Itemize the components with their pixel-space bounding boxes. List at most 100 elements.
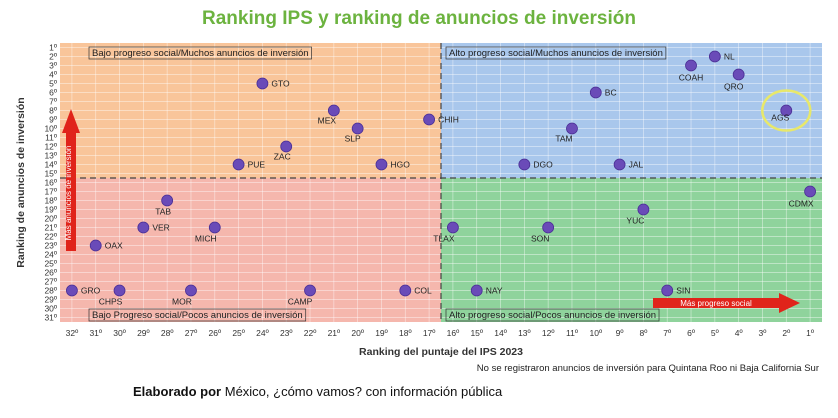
data-point bbox=[351, 122, 364, 135]
y-tick-label: 31º bbox=[44, 313, 57, 323]
x-tick-label: 22º bbox=[304, 328, 317, 338]
data-point bbox=[232, 158, 245, 171]
data-point bbox=[804, 185, 816, 198]
data-point bbox=[66, 284, 78, 297]
x-tick-label: 15º bbox=[470, 328, 483, 338]
point-label: NL bbox=[724, 52, 735, 62]
point-label: GRO bbox=[81, 286, 101, 296]
data-point bbox=[542, 221, 555, 234]
x-tick-label: 21º bbox=[328, 328, 341, 338]
point-label: SON bbox=[531, 234, 549, 244]
y-tick-label: 20º bbox=[44, 214, 57, 224]
data-point bbox=[304, 284, 316, 297]
quadrant-label-top-right: Alto progreso social/Muchos anuncios de … bbox=[449, 48, 663, 59]
horizontal-arrow-shaft bbox=[653, 298, 781, 308]
horizontal-arrow-head bbox=[779, 293, 800, 313]
x-tick-label: 32º bbox=[66, 328, 79, 338]
y-tick-label: 25º bbox=[44, 259, 57, 269]
quadrant-bottom-left bbox=[60, 178, 441, 322]
point-label: SLP bbox=[345, 134, 361, 144]
data-point bbox=[685, 59, 697, 72]
point-label: JAL bbox=[629, 160, 644, 170]
y-tick-label: 13º bbox=[44, 151, 57, 161]
x-tick-label: 31º bbox=[89, 328, 102, 338]
data-point bbox=[423, 113, 435, 126]
point-label: CHPS bbox=[99, 297, 123, 307]
data-point bbox=[327, 104, 340, 117]
point-label: TAB bbox=[155, 207, 171, 217]
vertical-arrow-label: Más anuncios de inversión bbox=[64, 146, 73, 241]
x-tick-label: 14º bbox=[494, 328, 507, 338]
y-tick-label: 24º bbox=[44, 250, 57, 260]
y-tick-label: 28º bbox=[44, 286, 57, 296]
credit-text: México, ¿cómo vamos? con información púb… bbox=[221, 384, 503, 399]
y-tick-label: 26º bbox=[44, 268, 57, 278]
data-point bbox=[589, 86, 602, 99]
point-label: VER bbox=[152, 223, 169, 233]
x-tick-label: 4º bbox=[735, 328, 743, 338]
chart-title: Ranking IPS y ranking de anuncios de inv… bbox=[202, 8, 636, 29]
y-tick-label: 22º bbox=[44, 232, 57, 242]
point-label: TLAX bbox=[433, 234, 455, 244]
y-tick-label: 2º bbox=[49, 52, 57, 62]
y-tick-label: 30º bbox=[44, 304, 57, 314]
y-axis-label: Ranking de anuncios de inversión bbox=[15, 97, 27, 267]
y-tick-label: 5º bbox=[49, 79, 57, 89]
data-point bbox=[399, 284, 412, 297]
x-tick-label: 7º bbox=[663, 328, 671, 338]
data-point bbox=[566, 122, 578, 135]
x-tick-label: 16º bbox=[447, 328, 460, 338]
point-label: CHIH bbox=[438, 115, 459, 125]
point-label: MEX bbox=[318, 116, 337, 126]
x-tick-label: 2º bbox=[782, 328, 790, 338]
y-tick-label: 4º bbox=[49, 70, 57, 80]
x-tick-label: 10º bbox=[590, 328, 603, 338]
quadrant-label-top-left: Bajo progreso social/Muchos anuncios de … bbox=[92, 48, 309, 59]
point-label: ZAC bbox=[274, 152, 291, 162]
data-point bbox=[161, 194, 174, 207]
y-tick-label: 15º bbox=[44, 169, 57, 179]
credit-bold: Elaborado por bbox=[133, 384, 222, 399]
x-tick-label: 20º bbox=[351, 328, 364, 338]
y-tick-label: 8º bbox=[49, 106, 57, 116]
quadrant-label-bottom-left: Bajo Progreso social/Pocos anuncios de i… bbox=[92, 310, 303, 321]
point-label: GTO bbox=[271, 79, 290, 89]
x-tick-label: 27º bbox=[185, 328, 198, 338]
data-point bbox=[613, 158, 626, 171]
data-point bbox=[280, 140, 293, 153]
x-tick-label: 24º bbox=[256, 328, 269, 338]
horizontal-arrow-label: Más progreso social bbox=[680, 299, 752, 308]
data-point bbox=[637, 203, 650, 216]
y-tick-label: 12º bbox=[44, 142, 57, 152]
point-label: COAH bbox=[679, 73, 704, 83]
data-point bbox=[137, 221, 150, 234]
x-tick-label: 11º bbox=[566, 328, 578, 338]
x-tick-label: 19º bbox=[375, 328, 388, 338]
x-tick-label: 23º bbox=[280, 328, 293, 338]
point-label: CDMX bbox=[789, 199, 814, 209]
point-label: CAMP bbox=[288, 297, 313, 307]
point-label: OAX bbox=[105, 241, 123, 251]
y-tick-label: 1º bbox=[49, 43, 57, 53]
vertical-arrow-head bbox=[62, 109, 80, 133]
quadrant-label-bottom-right-box bbox=[445, 308, 660, 322]
y-tick-label: 9º bbox=[49, 115, 57, 125]
quadrant-label-top-right-box bbox=[445, 46, 667, 60]
y-tick-label: 6º bbox=[49, 88, 57, 98]
x-tick-label: 25º bbox=[232, 328, 245, 338]
x-tick-label: 8º bbox=[639, 328, 647, 338]
y-tick-label: 16º bbox=[44, 178, 57, 188]
vertical-arrow-shaft bbox=[66, 131, 76, 251]
point-label: COL bbox=[414, 286, 432, 296]
x-tick-label: 17º bbox=[423, 328, 436, 338]
y-tick-label: 3º bbox=[49, 61, 57, 71]
data-point bbox=[732, 68, 745, 81]
x-axis-label: Ranking del puntaje del IPS 2023 bbox=[359, 346, 523, 358]
x-tick-label: 6º bbox=[687, 328, 695, 338]
y-tick-label: 29º bbox=[44, 295, 57, 305]
y-tick-label: 11º bbox=[45, 133, 57, 143]
data-point bbox=[780, 104, 793, 117]
y-tick-label: 23º bbox=[44, 241, 57, 251]
quadrant-label-bottom-left-box bbox=[88, 308, 307, 322]
